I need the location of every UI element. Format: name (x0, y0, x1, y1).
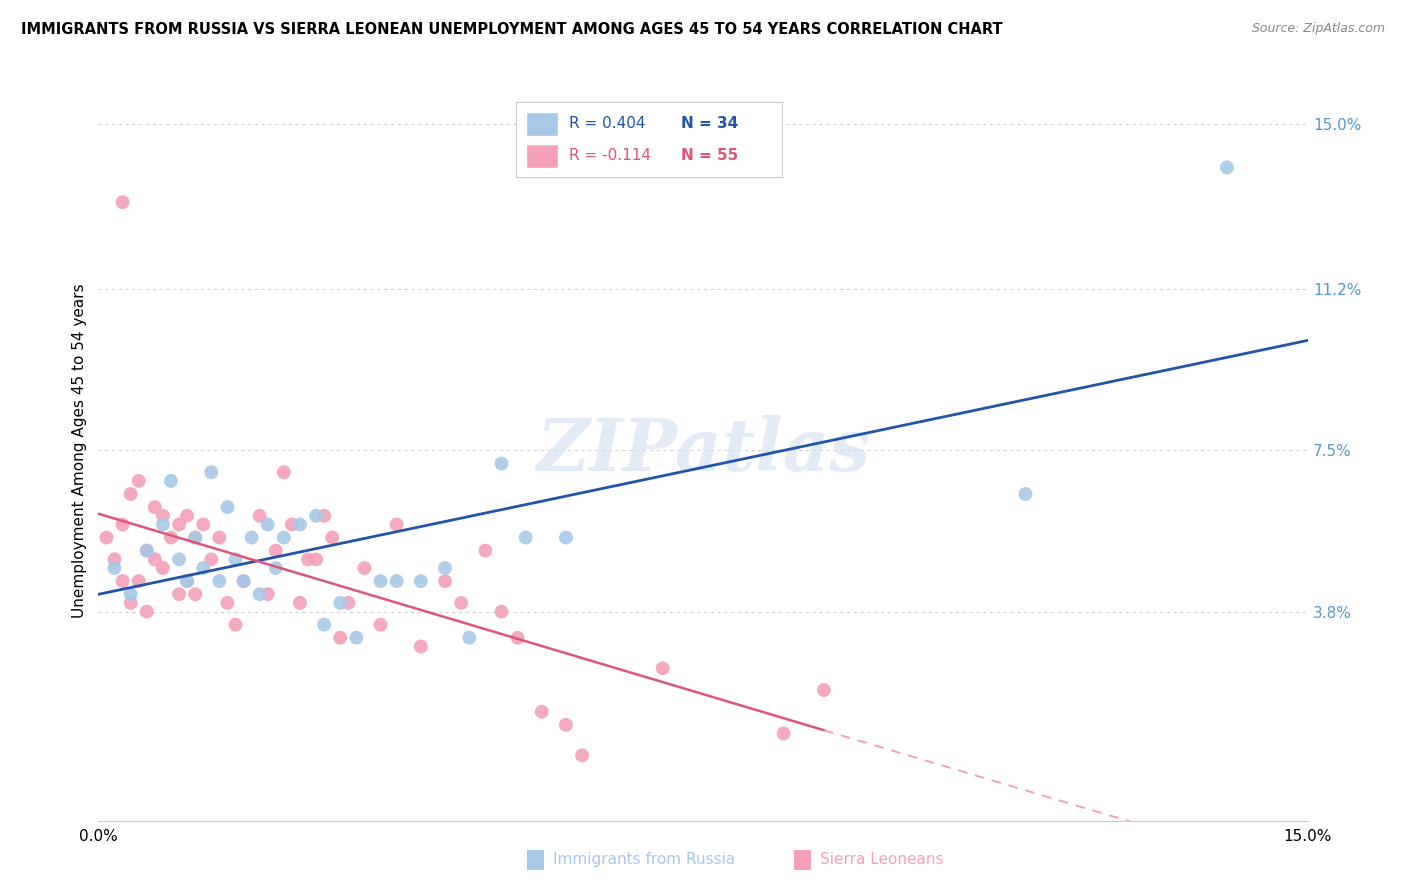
Point (184, 531, 207, 545)
Point (409, 640, 432, 654)
Point (152, 508, 174, 523)
Point (256, 587, 278, 601)
Point (434, 574, 457, 588)
Point (224, 617, 246, 632)
Point (571, 748, 593, 763)
Point (152, 517, 174, 532)
Point (353, 561, 375, 575)
Point (232, 574, 254, 588)
Point (273, 465, 295, 479)
Point (344, 631, 367, 645)
Point (111, 195, 134, 210)
Text: Source: ZipAtlas.com: Source: ZipAtlas.com (1251, 22, 1385, 36)
Point (256, 517, 278, 532)
Point (96, 531, 118, 545)
Y-axis label: Unemployment Among Ages 45 to 54 years: Unemployment Among Ages 45 to 54 years (72, 283, 87, 618)
Point (491, 457, 513, 471)
Point (314, 617, 336, 632)
Point (135, 543, 157, 558)
Point (111, 517, 134, 532)
Point (409, 574, 432, 588)
Point (135, 605, 157, 619)
Point (651, 661, 673, 675)
Point (370, 574, 392, 588)
Point (120, 587, 142, 601)
Point (305, 508, 328, 523)
Point (217, 596, 239, 610)
Point (128, 574, 150, 588)
Point (200, 465, 222, 479)
Point (329, 596, 352, 610)
Point (281, 517, 304, 532)
Point (297, 552, 319, 566)
Point (385, 574, 408, 588)
Point (184, 587, 207, 601)
Point (458, 631, 481, 645)
Point (555, 531, 578, 545)
Point (143, 552, 166, 566)
Point (1216, 161, 1239, 175)
Point (224, 552, 246, 566)
Point (337, 596, 360, 610)
Point (176, 574, 198, 588)
Point (208, 531, 231, 545)
Point (321, 531, 343, 545)
Point (385, 517, 408, 532)
Point (264, 543, 287, 558)
Point (273, 531, 295, 545)
Point (434, 561, 457, 575)
Point (120, 487, 142, 501)
Point (813, 683, 835, 698)
Text: IMMIGRANTS FROM RUSSIA VS SIERRA LEONEAN UNEMPLOYMENT AMONG AGES 45 TO 54 YEARS : IMMIGRANTS FROM RUSSIA VS SIERRA LEONEAN… (21, 22, 1002, 37)
Point (193, 561, 215, 575)
Point (249, 587, 271, 601)
Point (176, 508, 198, 523)
Point (240, 531, 263, 545)
Point (160, 474, 183, 488)
Point (217, 500, 239, 514)
Point (264, 561, 287, 575)
Point (120, 596, 142, 610)
Point (176, 574, 198, 588)
Point (1014, 487, 1036, 501)
Point (143, 500, 166, 514)
Text: ZIPatlas: ZIPatlas (536, 415, 870, 486)
Point (288, 596, 311, 610)
Point (249, 508, 271, 523)
Point (329, 631, 352, 645)
Point (232, 574, 254, 588)
Point (208, 574, 231, 588)
Point (167, 517, 190, 532)
Point (450, 596, 472, 610)
Point (193, 517, 215, 532)
Point (555, 718, 578, 732)
Text: Immigrants from Russia: Immigrants from Russia (553, 853, 735, 867)
Point (200, 552, 222, 566)
Point (515, 531, 537, 545)
Point (135, 543, 157, 558)
Point (111, 574, 134, 588)
Point (305, 552, 328, 566)
Point (370, 617, 392, 632)
Point (288, 517, 311, 532)
Point (772, 726, 794, 740)
Point (506, 631, 529, 645)
Point (103, 552, 125, 566)
Point (167, 552, 190, 566)
Point (314, 508, 336, 523)
Text: Sierra Leoneans: Sierra Leoneans (820, 853, 943, 867)
Point (491, 605, 513, 619)
Point (152, 561, 174, 575)
Point (103, 561, 125, 575)
Point (160, 531, 183, 545)
Point (167, 587, 190, 601)
Point (530, 705, 553, 719)
Point (184, 531, 207, 545)
Point (128, 474, 150, 488)
Point (474, 543, 496, 558)
